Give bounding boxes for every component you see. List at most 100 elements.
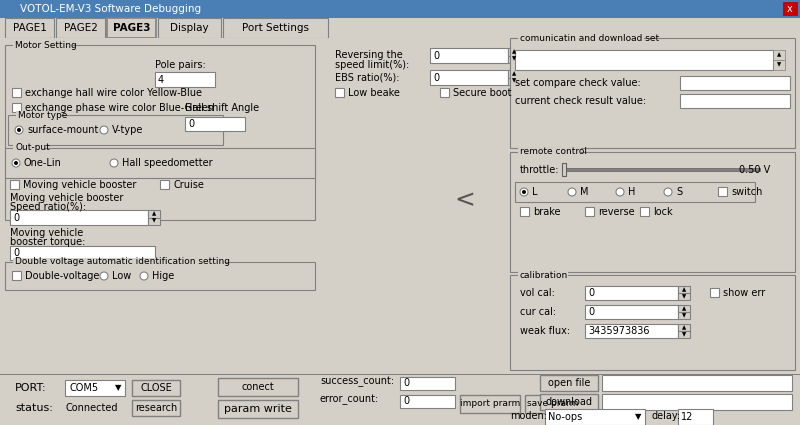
Text: switch: switch [731,187,762,197]
Bar [185,117,245,131]
Bar [773,50,785,60]
Bar [545,409,645,425]
Circle shape [12,159,20,167]
Bar [678,286,690,293]
Circle shape [140,272,148,280]
Text: Connected: Connected [65,403,118,413]
Circle shape [17,128,21,132]
Text: cur cal:: cur cal: [520,307,556,317]
Text: 0: 0 [13,248,19,258]
Bar [158,18,221,38]
Bar [508,56,520,63]
Text: Secure boot: Secure boot [453,88,511,98]
Text: vol cal:: vol cal: [520,288,555,298]
Bar [585,286,678,300]
Text: 3435973836: 3435973836 [588,326,650,336]
Text: set compare check value:: set compare check value: [515,78,641,88]
Text: ▲: ▲ [682,325,686,330]
Bar [5,262,315,290]
Bar [0,374,800,375]
Text: 0: 0 [188,119,194,129]
Bar [510,275,795,370]
Text: Motor type: Motor type [18,110,67,119]
Bar [525,395,580,413]
Text: error_count:: error_count: [320,395,379,405]
Circle shape [568,188,576,196]
Text: conect: conect [242,382,274,392]
Bar [148,218,160,225]
Bar [773,60,785,70]
Text: ▲: ▲ [512,49,516,54]
Text: 0: 0 [403,379,409,388]
Text: PORT:: PORT: [15,383,46,393]
Circle shape [520,188,528,196]
Text: ▼: ▼ [777,62,781,68]
Text: Low: Low [112,271,131,281]
Text: download: download [546,397,593,407]
Bar [0,375,800,425]
Bar [602,375,792,391]
Bar [540,394,598,410]
Text: Port Settings: Port Settings [242,23,309,33]
Text: Motor Setting: Motor Setting [15,40,77,49]
Bar [8,115,223,145]
Text: 0: 0 [588,288,594,298]
Bar [508,48,520,56]
Text: calibration: calibration [520,270,568,280]
Text: 4: 4 [158,74,164,85]
Bar [518,271,567,279]
Text: comunicatin and download set: comunicatin and download set [520,34,659,43]
Bar [678,409,713,425]
Bar [678,312,690,319]
Text: ▼: ▼ [634,413,642,422]
Circle shape [522,190,526,194]
Circle shape [15,126,23,134]
Text: status:: status: [15,403,53,413]
Text: 0: 0 [433,51,439,60]
Text: x: x [787,3,793,14]
Text: <: < [454,188,475,212]
Bar [520,207,529,216]
Text: Pole pairs:: Pole pairs: [155,60,206,70]
Text: Moving vehicle booster: Moving vehicle booster [10,193,123,203]
Text: M: M [580,187,589,197]
Bar [10,246,155,260]
Text: ▲: ▲ [152,211,156,216]
Text: reverse: reverse [598,207,634,217]
Text: surface-mount: surface-mount [27,125,98,135]
Text: One-Lin: One-Lin [24,158,62,168]
Bar [5,148,315,178]
Text: ▲: ▲ [682,287,686,292]
Text: research: research [135,403,177,413]
Bar [10,180,19,189]
Bar [783,2,797,15]
Text: Low beake: Low beake [348,88,400,98]
Text: L: L [532,187,538,197]
Bar [148,210,160,218]
Circle shape [110,159,118,167]
Bar [56,18,105,38]
Text: open file: open file [548,378,590,388]
Bar [585,207,594,216]
Circle shape [616,188,624,196]
Text: 0: 0 [588,307,594,317]
Bar [223,18,328,38]
Bar [515,182,755,202]
Text: 0: 0 [13,212,19,223]
Bar [640,207,649,216]
Bar [400,377,455,390]
Text: exchange phase wire color Blue-Green: exchange phase wire color Blue-Green [25,103,214,113]
Bar [585,305,678,319]
Text: ▼: ▼ [682,313,686,318]
Text: param write: param write [224,404,292,414]
Text: PAGE1: PAGE1 [13,23,46,33]
Text: V-type: V-type [112,125,143,135]
Bar [160,180,169,189]
Text: ▼: ▼ [682,294,686,299]
Text: CLOSE: CLOSE [140,383,172,393]
Text: import prarm: import prarm [460,400,520,408]
Bar [218,400,298,418]
Text: booster torque:: booster torque: [10,237,86,247]
Bar [107,18,156,38]
Text: Hall speedometter: Hall speedometter [122,158,213,168]
